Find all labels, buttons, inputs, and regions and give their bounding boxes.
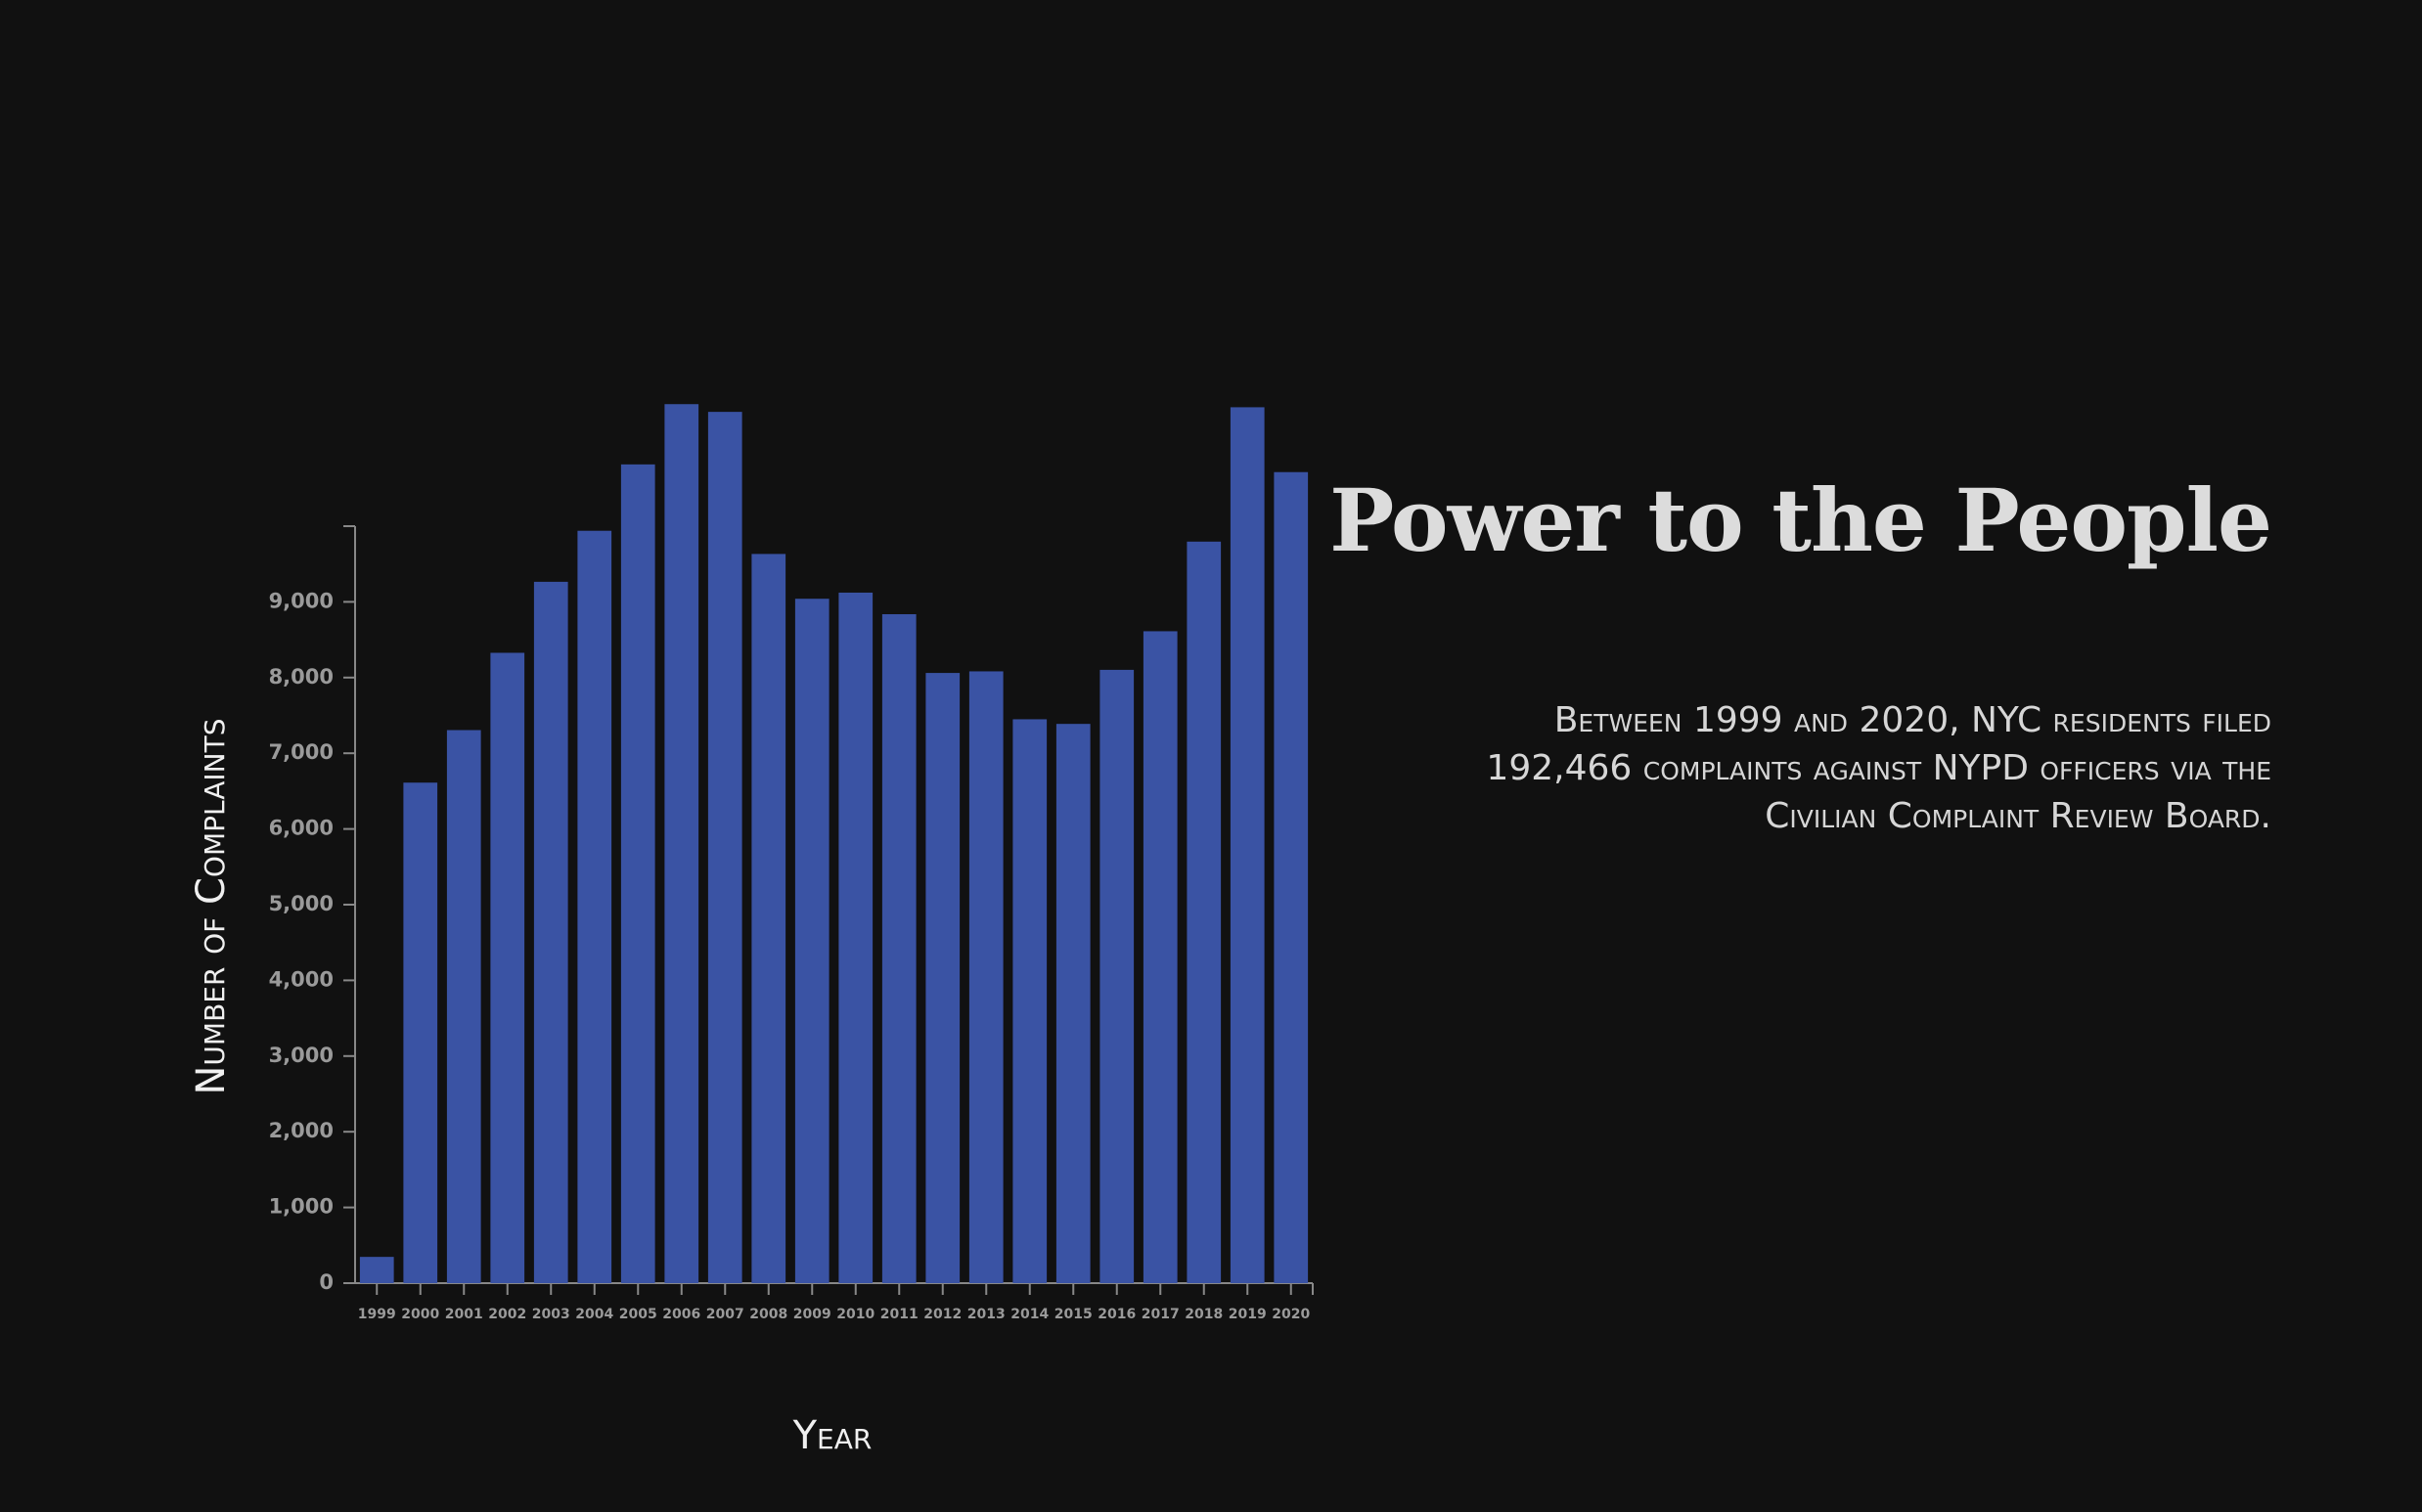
bar (925, 673, 961, 1283)
x-tick-label: 2015 (1054, 1307, 1093, 1322)
x-tick-label: 2005 (619, 1307, 657, 1322)
x-tick-label: 2010 (836, 1307, 875, 1322)
x-axis-label: Year (792, 1413, 873, 1458)
bar (1012, 719, 1048, 1283)
bar (751, 554, 786, 1283)
x-tick-label: 2014 (1010, 1307, 1049, 1322)
bar (1099, 669, 1135, 1283)
bar (1187, 541, 1222, 1283)
x-tick-label: 2016 (1098, 1307, 1136, 1322)
bar (403, 782, 438, 1283)
y-tick-label: 7,000 (269, 740, 334, 764)
x-tick-label: 2008 (749, 1307, 787, 1322)
bar (1055, 724, 1091, 1283)
y-tick-label: 1,000 (269, 1195, 334, 1219)
bar (707, 412, 742, 1284)
bar (881, 614, 917, 1283)
x-tick-label: 2013 (967, 1307, 1006, 1322)
y-tick-label: 4,000 (269, 967, 334, 991)
y-tick-label: 2,000 (269, 1119, 334, 1142)
x-tick-label: 2019 (1229, 1307, 1267, 1322)
bar (359, 1257, 394, 1283)
bar (794, 599, 830, 1283)
y-tick-label: 5,000 (269, 892, 334, 915)
x-tick-label: 2007 (706, 1307, 744, 1322)
subtitle: Between 1999 and 2020, NYC residents fil… (1486, 700, 2271, 836)
bar (1274, 471, 1309, 1283)
y-tick-label: 0 (319, 1270, 334, 1294)
x-tick-label: 2011 (880, 1307, 919, 1322)
x-tick-label: 2009 (793, 1307, 831, 1322)
x-tick-label: 2000 (401, 1307, 439, 1322)
x-tick-label: 2002 (488, 1307, 526, 1322)
x-tick-label: 2001 (445, 1307, 483, 1322)
bar (577, 530, 612, 1283)
x-tick-label: 2017 (1142, 1307, 1180, 1322)
bar (838, 592, 874, 1283)
bar (968, 671, 1004, 1283)
bar (446, 730, 481, 1283)
bar (490, 652, 525, 1283)
x-tick-label: 2004 (575, 1307, 613, 1322)
bar (1143, 631, 1178, 1283)
y-tick-label: 9,000 (269, 589, 334, 612)
bar (620, 464, 655, 1283)
x-tick-label: 2018 (1185, 1307, 1223, 1322)
x-tick-label: 2006 (662, 1307, 700, 1322)
y-tick-label: 8,000 (269, 665, 334, 689)
x-tick-label: 2020 (1272, 1307, 1310, 1322)
title: Power to the People (1329, 469, 2272, 571)
bar (664, 404, 699, 1283)
x-tick-label: 2012 (923, 1307, 962, 1322)
y-axis-label: Number of Complaints (189, 719, 234, 1095)
bar (533, 581, 568, 1283)
bar (1230, 407, 1265, 1283)
y-tick-label: 3,000 (269, 1044, 334, 1067)
x-tick-label: 2003 (532, 1307, 570, 1322)
y-tick-label: 6,000 (269, 817, 334, 840)
x-tick-label: 1999 (358, 1307, 396, 1322)
